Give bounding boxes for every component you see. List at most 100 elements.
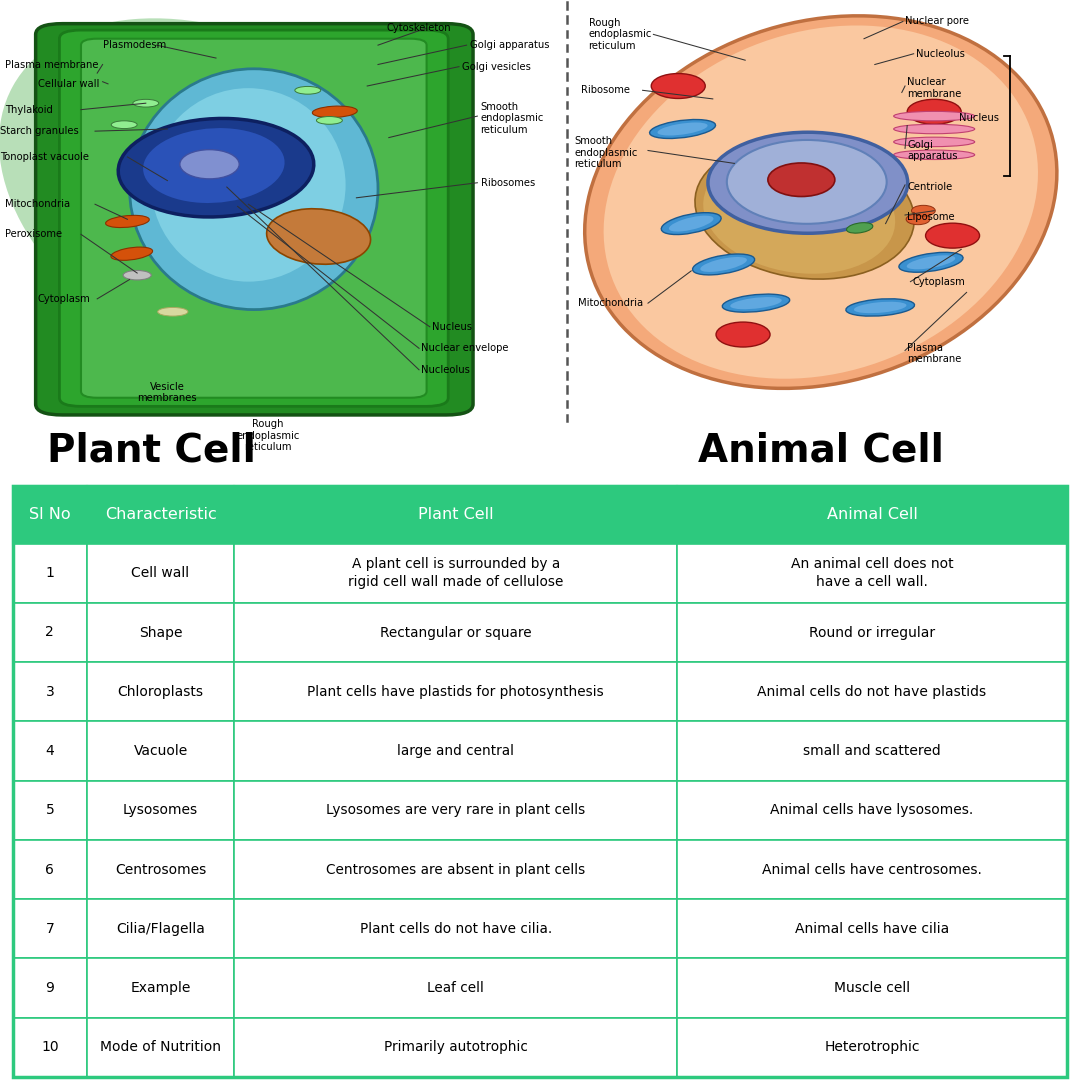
Bar <box>86 781 234 840</box>
Ellipse shape <box>669 216 714 231</box>
Ellipse shape <box>894 137 975 147</box>
Ellipse shape <box>854 301 906 313</box>
Bar <box>13 900 86 958</box>
Text: Plant Cell: Plant Cell <box>418 508 494 523</box>
Text: Plasmodesm: Plasmodesm <box>103 40 166 50</box>
Bar <box>677 486 1067 543</box>
Bar <box>13 1017 86 1077</box>
Text: Tonoplast vacuole: Tonoplast vacuole <box>0 152 89 162</box>
Ellipse shape <box>846 299 915 316</box>
Text: Rectangular or square: Rectangular or square <box>380 625 531 639</box>
Text: Ribosome: Ribosome <box>581 85 630 95</box>
Text: Animal Cell: Animal Cell <box>698 431 944 469</box>
Ellipse shape <box>312 106 357 118</box>
Text: Primarily autotrophic: Primarily autotrophic <box>383 1040 528 1054</box>
Bar <box>677 958 1067 1017</box>
Text: Chloroplasts: Chloroplasts <box>118 685 203 699</box>
Ellipse shape <box>267 208 370 265</box>
Bar <box>13 543 86 603</box>
Ellipse shape <box>0 18 465 390</box>
Text: Cell wall: Cell wall <box>132 566 190 580</box>
Text: Lysosomes are very rare in plant cells: Lysosomes are very rare in plant cells <box>326 804 585 818</box>
Text: Golgi vesicles: Golgi vesicles <box>462 62 531 71</box>
Bar <box>234 781 677 840</box>
Text: large and central: large and central <box>397 744 514 758</box>
Bar <box>234 900 677 958</box>
Bar <box>677 662 1067 721</box>
Text: Smooth
endoplasmic
reticulum: Smooth endoplasmic reticulum <box>575 136 638 170</box>
Ellipse shape <box>295 86 321 94</box>
FancyBboxPatch shape <box>81 39 427 397</box>
Ellipse shape <box>727 140 887 224</box>
Bar <box>86 486 234 543</box>
Text: Thylakoid: Thylakoid <box>5 105 53 114</box>
Text: Centrosomes: Centrosomes <box>114 863 206 877</box>
FancyBboxPatch shape <box>59 30 448 406</box>
Text: Lysosomes: Lysosomes <box>123 804 198 818</box>
Bar <box>86 543 234 603</box>
FancyBboxPatch shape <box>36 24 473 415</box>
Text: Shape: Shape <box>139 625 183 639</box>
Text: Nucleolus: Nucleolus <box>916 49 964 58</box>
Bar <box>13 486 86 543</box>
Text: Nucleus: Nucleus <box>432 322 472 332</box>
Ellipse shape <box>730 297 782 309</box>
Text: Animal cells do not have plastids: Animal cells do not have plastids <box>757 685 987 699</box>
Ellipse shape <box>926 224 980 248</box>
Text: Characteristic: Characteristic <box>105 508 216 523</box>
Bar <box>234 721 677 781</box>
Ellipse shape <box>692 254 755 275</box>
Bar <box>677 1017 1067 1077</box>
Text: Vesicle
membranes: Vesicle membranes <box>137 382 198 404</box>
Ellipse shape <box>651 73 705 98</box>
Bar <box>234 840 677 900</box>
Ellipse shape <box>906 214 930 225</box>
Text: Plant Cell: Plant Cell <box>46 431 256 469</box>
Bar <box>234 603 677 662</box>
Text: Centrosomes are absent in plant cells: Centrosomes are absent in plant cells <box>326 863 585 877</box>
Ellipse shape <box>696 143 914 279</box>
Text: Cilia/Flagella: Cilia/Flagella <box>116 922 205 936</box>
Text: Nuclear pore: Nuclear pore <box>905 16 969 27</box>
Bar <box>234 958 677 1017</box>
Text: Rough
endoplasmic
reticulum: Rough endoplasmic reticulum <box>589 17 652 51</box>
Ellipse shape <box>894 124 975 134</box>
Text: Animal cells have centrosomes.: Animal cells have centrosomes. <box>762 863 982 877</box>
Bar <box>13 958 86 1017</box>
Text: Ribosomes: Ribosomes <box>481 178 535 188</box>
Bar <box>677 721 1067 781</box>
Text: Cellular wall: Cellular wall <box>38 79 99 89</box>
Bar <box>86 662 234 721</box>
Ellipse shape <box>111 247 152 260</box>
Text: 5: 5 <box>45 804 54 818</box>
Text: 3: 3 <box>45 685 54 699</box>
Ellipse shape <box>180 150 240 179</box>
Ellipse shape <box>912 205 935 216</box>
Ellipse shape <box>130 69 378 310</box>
Bar <box>13 721 86 781</box>
Ellipse shape <box>894 150 975 160</box>
Text: Mitochondria: Mitochondria <box>578 298 643 308</box>
Bar <box>13 603 86 662</box>
Bar <box>13 840 86 900</box>
Text: Nucleolus: Nucleolus <box>421 365 470 375</box>
Ellipse shape <box>584 16 1057 389</box>
Text: Peroxisome: Peroxisome <box>5 229 63 240</box>
Ellipse shape <box>907 255 955 269</box>
Text: Vacuole: Vacuole <box>134 744 188 758</box>
Bar <box>13 781 86 840</box>
Ellipse shape <box>716 322 770 347</box>
Bar <box>86 840 234 900</box>
Text: Plasma
membrane: Plasma membrane <box>907 342 961 364</box>
Text: Nucleus: Nucleus <box>959 113 999 123</box>
Text: 6: 6 <box>45 863 54 877</box>
Text: Golgi apparatus: Golgi apparatus <box>470 40 550 50</box>
Ellipse shape <box>111 121 137 129</box>
Text: Animal cells have lysosomes.: Animal cells have lysosomes. <box>770 804 974 818</box>
Bar <box>677 781 1067 840</box>
Text: Cytoplasm: Cytoplasm <box>38 294 91 303</box>
Bar <box>13 662 86 721</box>
Text: 4: 4 <box>45 744 54 758</box>
Text: 1: 1 <box>45 566 54 580</box>
Ellipse shape <box>118 119 314 217</box>
